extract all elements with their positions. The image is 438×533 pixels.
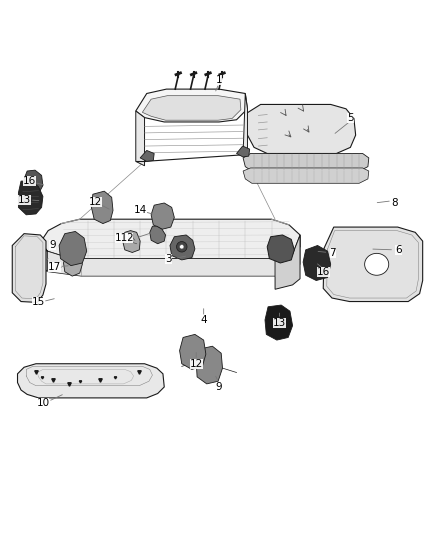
Polygon shape — [150, 226, 166, 244]
Polygon shape — [170, 235, 195, 260]
Text: 2: 2 — [126, 233, 133, 243]
Polygon shape — [237, 146, 250, 157]
Text: 4: 4 — [200, 315, 207, 325]
Text: 13: 13 — [273, 318, 286, 328]
Polygon shape — [140, 150, 154, 161]
Polygon shape — [265, 305, 293, 340]
Polygon shape — [40, 243, 47, 272]
Text: 17: 17 — [48, 262, 61, 272]
Text: 7: 7 — [329, 248, 336, 259]
Polygon shape — [18, 364, 164, 398]
Circle shape — [177, 241, 187, 252]
Text: 14: 14 — [134, 205, 147, 215]
Polygon shape — [136, 89, 247, 122]
Polygon shape — [24, 170, 43, 193]
Text: 9: 9 — [49, 240, 56, 251]
Polygon shape — [245, 104, 356, 154]
Text: 12: 12 — [89, 197, 102, 207]
Polygon shape — [59, 231, 87, 265]
Polygon shape — [243, 93, 247, 159]
Polygon shape — [40, 235, 300, 276]
Text: 13: 13 — [18, 195, 31, 205]
Polygon shape — [275, 235, 300, 289]
Polygon shape — [267, 235, 294, 263]
Polygon shape — [64, 251, 82, 276]
Polygon shape — [123, 231, 140, 253]
Text: 6: 6 — [395, 245, 402, 255]
Text: 15: 15 — [32, 297, 45, 308]
Polygon shape — [243, 154, 369, 171]
Text: 16: 16 — [317, 266, 330, 277]
Polygon shape — [180, 334, 206, 369]
Text: 12: 12 — [190, 359, 203, 369]
Polygon shape — [323, 227, 423, 302]
Polygon shape — [136, 111, 145, 166]
Polygon shape — [243, 168, 369, 183]
Circle shape — [180, 245, 184, 249]
Polygon shape — [18, 181, 43, 215]
Text: 9: 9 — [215, 382, 223, 392]
Text: 10: 10 — [36, 398, 49, 408]
Text: 1: 1 — [215, 75, 223, 85]
Polygon shape — [151, 203, 174, 229]
Polygon shape — [12, 233, 46, 302]
Polygon shape — [91, 191, 113, 223]
Text: 8: 8 — [391, 198, 398, 208]
Polygon shape — [303, 246, 331, 280]
Polygon shape — [40, 219, 300, 259]
Text: 16: 16 — [23, 176, 36, 186]
Text: 5: 5 — [347, 112, 354, 123]
Text: 3: 3 — [165, 254, 172, 264]
Polygon shape — [142, 96, 241, 120]
Polygon shape — [196, 346, 223, 384]
Ellipse shape — [364, 253, 389, 275]
Text: 11: 11 — [115, 233, 128, 243]
